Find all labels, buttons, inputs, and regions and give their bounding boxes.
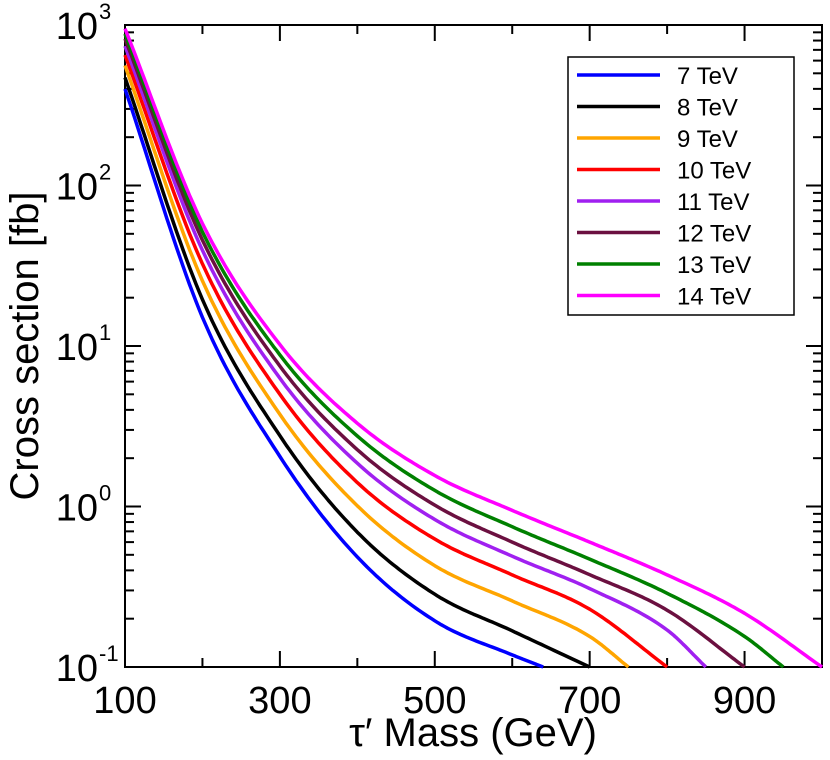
series-line-13-tev: [123, 33, 785, 669]
y-tick-label-base: 10: [56, 327, 98, 369]
x-axis-title: τ′ Mass (GeV): [349, 711, 597, 755]
y-axis-title: Cross section [fb]: [3, 191, 47, 500]
legend-label-10-tev: 10 TeV: [677, 158, 751, 185]
y-tick-label-exponent: 1: [99, 320, 111, 345]
x-tick-label: 900: [713, 680, 776, 722]
x-tick-label: 700: [558, 680, 621, 722]
legend: 7 TeV 8 TeV 9 TeV 10 TeV 11 TeV 12 TeV 13 TeV 1…: [567, 56, 795, 316]
y-tick-label: 10 -1: [56, 641, 119, 690]
series-line-12-tev: [123, 38, 746, 669]
y-tick-label: 10 2: [56, 160, 112, 209]
legend-box: [567, 56, 795, 316]
legend-label-11-tev: 11 TeV: [677, 189, 750, 216]
series-line-14-tev: [123, 27, 823, 669]
legend-label-8-tev: 8 TeV: [677, 95, 738, 122]
legend-label-13-tev: 13 TeV: [677, 252, 751, 279]
y-tick-label-base: 10: [56, 488, 98, 530]
legend-label-14-tev: 14 TeV: [677, 284, 751, 311]
series-line-11-tev: [123, 45, 708, 669]
y-tick-label-exponent: 2: [99, 160, 111, 185]
y-tick-label-exponent: 3: [99, 0, 111, 24]
series-line-9-tev: [123, 64, 630, 669]
legend-label-7-tev: 7 TeV: [677, 63, 738, 90]
y-tick-label: 10 1: [56, 320, 112, 369]
y-tick-label-base: 10: [56, 648, 98, 690]
series-line-8-tev: [123, 77, 591, 669]
y-tick-label: 10 3: [56, 0, 112, 48]
y-tick-label-base: 10: [56, 167, 98, 209]
x-tick-label: 100: [93, 680, 156, 722]
series-line-7-tev: [123, 88, 544, 669]
legend-label-12-tev: 12 TeV: [677, 221, 751, 248]
x-tick-label: 300: [248, 680, 311, 722]
x-tick-label: 500: [403, 680, 466, 722]
y-tick-label: 10 0: [56, 481, 112, 530]
y-tick-label-exponent: -1: [99, 641, 119, 666]
y-tick-label-exponent: 0: [99, 481, 111, 506]
series-line-10-tev: [123, 54, 669, 669]
x-tick-labels: 100 300 500 700 900: [93, 680, 776, 722]
legend-label-9-tev: 9 TeV: [677, 126, 738, 153]
axis-ticks: [124, 24, 822, 668]
y-tick-label-base: 10: [56, 6, 98, 48]
series-lines: [123, 27, 823, 669]
